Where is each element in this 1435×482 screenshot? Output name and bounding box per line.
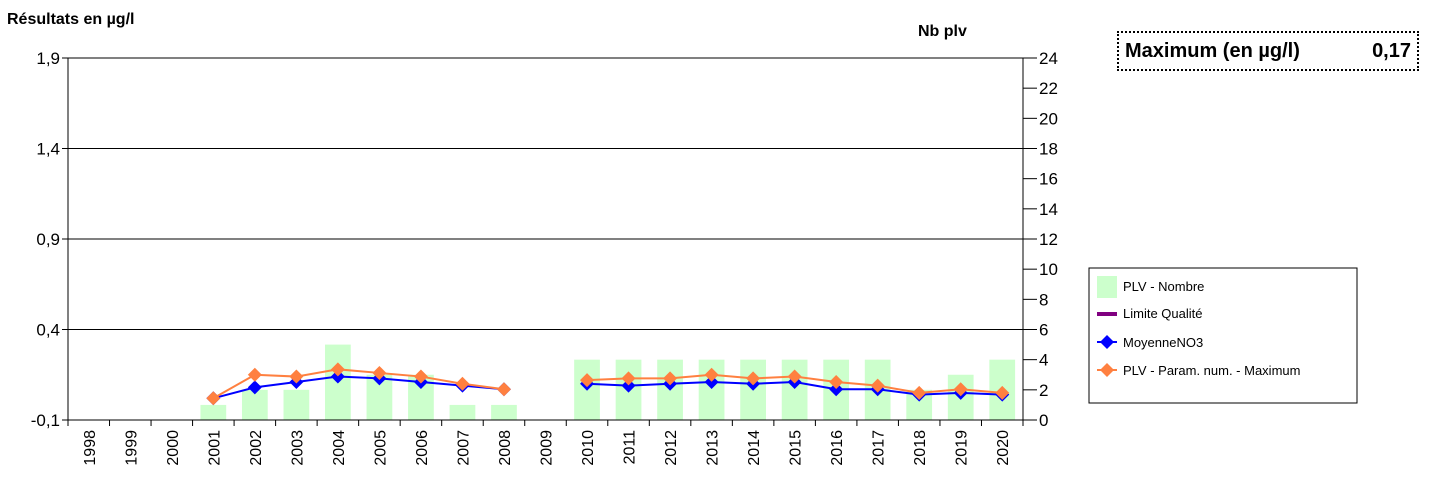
right-tick-label: 14 xyxy=(1039,200,1058,219)
x-tick-label: 1998 xyxy=(82,430,99,466)
x-tick-label: 1999 xyxy=(123,430,140,466)
data-point-marker xyxy=(829,374,844,389)
bar xyxy=(449,404,476,420)
right-tick-label: 12 xyxy=(1039,230,1058,249)
data-point-marker xyxy=(829,382,844,397)
data-point-marker xyxy=(995,385,1010,400)
right-tick-label: 24 xyxy=(1039,49,1058,68)
legend-swatch-limite-qualite xyxy=(1097,312,1117,316)
legend-marker-maximum-diamond xyxy=(1100,363,1114,377)
x-tick-label: 2002 xyxy=(248,430,265,466)
bar xyxy=(200,404,227,420)
bars-group xyxy=(200,344,1016,420)
data-point-marker xyxy=(912,385,927,400)
data-point-marker xyxy=(663,371,678,386)
right-tick-label: 18 xyxy=(1039,140,1058,159)
x-tick-label: 2000 xyxy=(165,430,182,466)
legend-swatch-plv-nombre xyxy=(1097,276,1117,298)
x-tick-label: 2014 xyxy=(746,430,763,466)
x-tick-label: 2009 xyxy=(539,430,556,466)
right-tick-label: 22 xyxy=(1039,79,1058,98)
x-tick-label: 2016 xyxy=(829,430,846,466)
data-point-marker xyxy=(787,369,802,384)
legend-label-maximum: PLV - Param. num. - Maximum xyxy=(1123,363,1300,378)
data-point-marker xyxy=(621,371,636,386)
legend-label-plv-nombre: PLV - Nombre xyxy=(1123,279,1204,294)
x-tick-label: 2013 xyxy=(705,430,722,466)
left-tick-label: 1,4 xyxy=(36,140,60,159)
maximum-box: Maximum (en µg/l) 0,17 xyxy=(1117,31,1419,71)
x-tick-label: 2015 xyxy=(788,430,805,466)
bar xyxy=(491,404,517,420)
x-tick-label: 2005 xyxy=(372,430,389,466)
data-point-marker xyxy=(870,378,885,393)
right-tick-label: 8 xyxy=(1039,290,1048,309)
x-tick-label: 2011 xyxy=(622,430,639,465)
data-point-marker xyxy=(247,380,262,395)
left-tick-label: 1,9 xyxy=(36,49,60,68)
data-point-marker xyxy=(704,367,719,382)
maximum-label: Maximum (en µg/l) xyxy=(1125,39,1300,62)
right-axis-title: Nb plv xyxy=(918,23,967,40)
right-tick-label: 0 xyxy=(1039,411,1048,430)
x-tick-label: 2003 xyxy=(289,430,306,466)
data-point-marker xyxy=(704,374,719,389)
left-axis: -0,1 0,4 0,9 1,4 1,9 xyxy=(31,49,68,430)
x-tick-label: 2006 xyxy=(414,430,431,466)
data-point-marker xyxy=(330,369,345,384)
x-tick-label: 2004 xyxy=(331,430,348,466)
legend-marker-moyenne-diamond xyxy=(1100,335,1114,349)
data-point-marker xyxy=(621,378,636,393)
maximum-value: 0,17 xyxy=(1372,39,1411,62)
data-point-marker xyxy=(413,369,428,384)
x-tick-label: 2018 xyxy=(912,430,929,466)
legend-label-moyenne: MoyenneNO3 xyxy=(1123,335,1203,350)
plv-param-num-maximum-line xyxy=(212,368,505,400)
right-tick-label: 10 xyxy=(1039,260,1058,279)
x-tick-label: 2001 xyxy=(206,430,223,466)
legend-box xyxy=(1088,267,1358,404)
bar xyxy=(241,389,268,420)
x-axis: 1998 1999 2000 2001 2002 2003 2004 2005 2006 2007… xyxy=(67,420,1024,466)
data-point-marker xyxy=(953,382,968,397)
data-point-marker xyxy=(289,369,304,384)
right-tick-label: 16 xyxy=(1039,170,1058,189)
right-tick-label: 2 xyxy=(1039,381,1048,400)
x-tick-label: 2008 xyxy=(497,430,514,466)
right-tick-label: 6 xyxy=(1039,321,1048,340)
moyenneno3-line xyxy=(213,375,505,400)
legend-label-limite-qualite: Limite Qualité xyxy=(1123,306,1202,321)
left-tick-label: 0,9 xyxy=(36,230,60,249)
data-point-marker xyxy=(580,373,595,388)
left-axis-title: Résultats en µg/l xyxy=(7,11,134,28)
data-point-marker xyxy=(330,362,345,377)
lines-group xyxy=(206,362,1010,406)
bar xyxy=(781,359,808,420)
right-tick-label: 4 xyxy=(1039,351,1048,370)
legend: PLV - Nombre Limite Qualité MoyenneNO3 P… xyxy=(1088,267,1358,404)
data-point-marker xyxy=(206,391,221,406)
right-tick-label: 20 xyxy=(1039,109,1058,128)
x-tick-label: 2012 xyxy=(663,430,680,466)
x-tick-label: 2019 xyxy=(954,430,971,466)
x-tick-label: 2010 xyxy=(580,430,597,466)
x-tick-label: 2017 xyxy=(871,430,888,466)
data-point-marker xyxy=(496,382,511,397)
x-tick-label: 2020 xyxy=(995,430,1012,466)
left-tick-label: -0,1 xyxy=(31,411,60,430)
data-point-marker xyxy=(455,376,470,391)
data-point-marker xyxy=(247,367,262,382)
data-point-marker xyxy=(372,365,387,380)
left-tick-label: 0,4 xyxy=(36,321,60,340)
data-point-marker xyxy=(746,371,761,386)
bar xyxy=(283,389,310,420)
x-tick-label: 2007 xyxy=(455,430,472,466)
